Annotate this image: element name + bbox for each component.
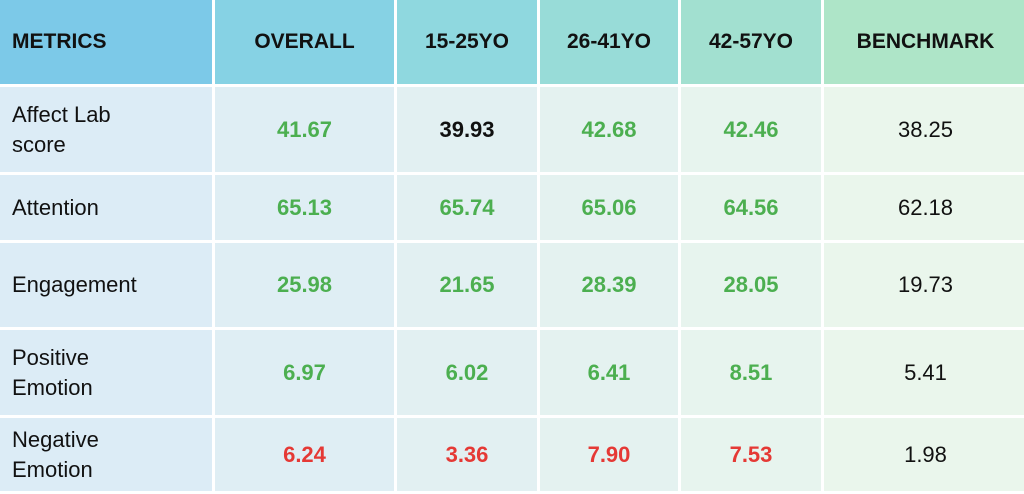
table-row: Attention 65.13 65.74 65.06 64.56 62.18 (0, 175, 1024, 240)
metric-value: 42.46 (681, 87, 821, 172)
metric-value: 38.25 (824, 87, 1024, 172)
metric-value: 8.51 (681, 330, 821, 415)
metric-name: Positive Emotion (0, 330, 212, 415)
table-row: Negative Emotion 6.24 3.36 7.90 7.53 1.98 (0, 418, 1024, 491)
metric-value: 21.65 (397, 243, 537, 327)
metric-value: 5.41 (824, 330, 1024, 415)
metric-name: Engagement (0, 243, 212, 327)
metric-value: 64.56 (681, 175, 821, 240)
column-header: BENCHMARK (824, 0, 1024, 84)
table-row: Engagement 25.98 21.65 28.39 28.05 19.73 (0, 243, 1024, 327)
metric-value: 6.24 (215, 418, 394, 491)
column-header: 42-57YO (681, 0, 821, 84)
metric-value: 65.06 (540, 175, 678, 240)
metric-value: 6.02 (397, 330, 537, 415)
column-header: METRICS (0, 0, 212, 84)
metric-name: Affect Lab score (0, 87, 212, 172)
table-row: Positive Emotion 6.97 6.02 6.41 8.51 5.41 (0, 330, 1024, 415)
column-header: OVERALL (215, 0, 394, 84)
metric-value: 39.93 (397, 87, 537, 172)
metric-value: 7.90 (540, 418, 678, 491)
table-body: Affect Lab score 41.67 39.93 42.68 42.46 38.2… (0, 87, 1024, 491)
column-header: 26-41YO (540, 0, 678, 84)
metric-value: 25.98 (215, 243, 394, 327)
metric-value: 42.68 (540, 87, 678, 172)
metric-value: 28.05 (681, 243, 821, 327)
metric-name: Negative Emotion (0, 418, 212, 491)
metric-value: 62.18 (824, 175, 1024, 240)
column-header: 15-25YO (397, 0, 537, 84)
table-row: Affect Lab score 41.67 39.93 42.68 42.46 38.2… (0, 87, 1024, 172)
metric-value: 1.98 (824, 418, 1024, 491)
metric-value: 3.36 (397, 418, 537, 491)
metric-value: 65.13 (215, 175, 394, 240)
metric-value: 7.53 (681, 418, 821, 491)
metric-value: 28.39 (540, 243, 678, 327)
metric-value: 6.97 (215, 330, 394, 415)
metric-name: Attention (0, 175, 212, 240)
header-row: METRICS OVERALL 15-25YO 26-41YO 42-57YO BENCH… (0, 0, 1024, 84)
metric-value: 65.74 (397, 175, 537, 240)
metric-value: 19.73 (824, 243, 1024, 327)
metric-value: 41.67 (215, 87, 394, 172)
metric-value: 6.41 (540, 330, 678, 415)
